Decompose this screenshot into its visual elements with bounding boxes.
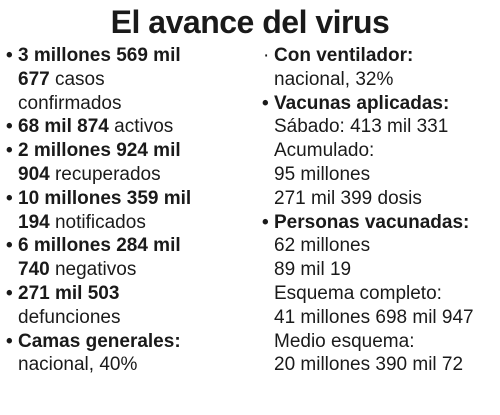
stat-label: nacional, 32% bbox=[274, 68, 394, 90]
stat-item: • Camas generales: nacional, 40% bbox=[2, 330, 252, 378]
stat-value: 740 bbox=[18, 259, 50, 281]
stat-line: confirmados bbox=[18, 92, 252, 116]
stat-label: Medio esquema: bbox=[274, 330, 415, 352]
stat-value: 904 bbox=[18, 163, 50, 185]
stat-line: 68 mil 874 activos bbox=[18, 115, 252, 139]
stat-line: Medio esquema: bbox=[274, 330, 500, 354]
stat-item: • 10 millones 359 mil 194 notificados bbox=[2, 187, 252, 235]
stat-line: 20 millones 390 mil 72 bbox=[274, 353, 500, 377]
bullet-icon: • bbox=[6, 235, 13, 257]
stat-value: 10 millones 359 mil bbox=[18, 187, 192, 209]
stat-line: 194 notificados bbox=[18, 211, 252, 235]
bullet-icon: • bbox=[6, 45, 13, 66]
stat-item: • 2 millones 924 mil 904 recuperados bbox=[2, 139, 252, 187]
stat-line: Vacunas aplicadas: bbox=[274, 92, 500, 116]
stat-line: nacional, 40% bbox=[18, 353, 252, 377]
stat-line: 3 millones 569 mil bbox=[18, 44, 252, 68]
stat-line: 62 millones bbox=[274, 234, 500, 258]
stat-item: • 3 millones 569 mil 677 casos confirmados bbox=[2, 44, 252, 115]
stat-label: 20 millones 390 mil 72 bbox=[274, 354, 464, 376]
stat-line: Acumulado: bbox=[274, 139, 500, 163]
stat-value: 68 mil 874 bbox=[18, 116, 109, 138]
infographic-title: El avance del virus bbox=[110, 4, 390, 40]
bullet-icon: • bbox=[6, 116, 13, 138]
stat-label: activos bbox=[108, 116, 174, 138]
stat-line: Esquema completo: bbox=[274, 282, 500, 306]
stat-line: 740 negativos bbox=[18, 258, 252, 282]
stat-label: Acumulado: bbox=[274, 140, 375, 162]
stat-line: 6 millones 284 mil bbox=[18, 234, 252, 258]
stat-value: 2 millones 924 mil bbox=[18, 140, 181, 162]
stat-item: • 6 millones 284 mil 740 negativos bbox=[2, 234, 252, 282]
stat-label: defunciones bbox=[18, 306, 121, 328]
stat-line: 904 recuperados bbox=[18, 163, 252, 187]
stat-value: 194 bbox=[18, 211, 50, 233]
stat-value: 3 millones 569 mil bbox=[18, 45, 181, 66]
stat-line: 89 mil 19 bbox=[274, 258, 500, 282]
left-column: • 3 millones 569 mil 677 casos confirmados •… bbox=[2, 44, 252, 377]
right-column: · Con ventilador: nacional, 32% • Vacunas ap… bbox=[258, 44, 500, 377]
stat-label: 89 mil 19 bbox=[274, 259, 352, 281]
stat-line: 677 casos bbox=[18, 68, 252, 92]
stat-label: nacional, 40% bbox=[18, 354, 138, 376]
stat-value: 677 bbox=[18, 68, 50, 90]
stat-line: 2 millones 924 mil bbox=[18, 139, 252, 163]
stat-item: • 68 mil 874 activos bbox=[2, 115, 252, 139]
stat-label: 41 millones 698 mil 947 bbox=[274, 306, 474, 328]
bullet-icon: • bbox=[262, 92, 269, 114]
stat-line: Personas vacunadas: bbox=[274, 211, 500, 235]
stat-item: • 271 mil 503 defunciones bbox=[2, 282, 252, 330]
stat-label: confirmados bbox=[18, 92, 122, 114]
stat-value: Personas vacunadas: bbox=[274, 211, 470, 233]
bullet-icon: · bbox=[263, 45, 270, 66]
stat-label: notificados bbox=[49, 211, 146, 233]
stat-line: 95 millones bbox=[274, 163, 500, 187]
stat-label: 62 millones bbox=[274, 235, 371, 257]
stat-value: 271 mil 503 bbox=[18, 282, 120, 304]
stat-line: nacional, 32% bbox=[274, 68, 500, 92]
stat-label: Sábado: 413 mil 331 bbox=[274, 116, 449, 138]
stat-line: defunciones bbox=[18, 306, 252, 330]
stat-value: Camas generales: bbox=[18, 330, 181, 352]
stat-line: 41 millones 698 mil 947 bbox=[274, 306, 500, 330]
stat-label: recuperados bbox=[49, 163, 161, 185]
stat-label: 271 mil 399 dosis bbox=[274, 187, 422, 209]
stat-label: casos bbox=[49, 68, 105, 90]
bullet-icon: • bbox=[6, 330, 13, 352]
stat-line: 10 millones 359 mil bbox=[18, 187, 252, 211]
stat-value: 6 millones 284 mil bbox=[18, 235, 181, 257]
stat-label: Esquema completo: bbox=[274, 282, 442, 304]
stat-line: Camas generales: bbox=[18, 330, 252, 354]
stat-value: Vacunas aplicadas: bbox=[274, 92, 450, 114]
stat-label: negativos bbox=[49, 259, 137, 281]
stat-item: • Personas vacunadas: 62 millones 89 mil 19… bbox=[258, 211, 500, 378]
bullet-icon: • bbox=[262, 211, 269, 233]
stat-line: Sábado: 413 mil 331 bbox=[274, 115, 500, 139]
stat-value: Con ventilador: bbox=[274, 45, 414, 66]
stat-line: 271 mil 399 dosis bbox=[274, 187, 500, 211]
bullet-icon: • bbox=[6, 187, 13, 209]
stat-label: 95 millones bbox=[274, 163, 371, 185]
bullet-icon: • bbox=[6, 282, 13, 304]
stat-line: 271 mil 503 bbox=[18, 282, 252, 306]
stat-item: • Vacunas aplicadas: Sábado: 413 mil 331 Ac… bbox=[258, 92, 500, 211]
stat-item: · Con ventilador: nacional, 32% bbox=[258, 44, 500, 92]
stat-line: Con ventilador: bbox=[274, 44, 500, 68]
bullet-icon: • bbox=[6, 140, 13, 162]
